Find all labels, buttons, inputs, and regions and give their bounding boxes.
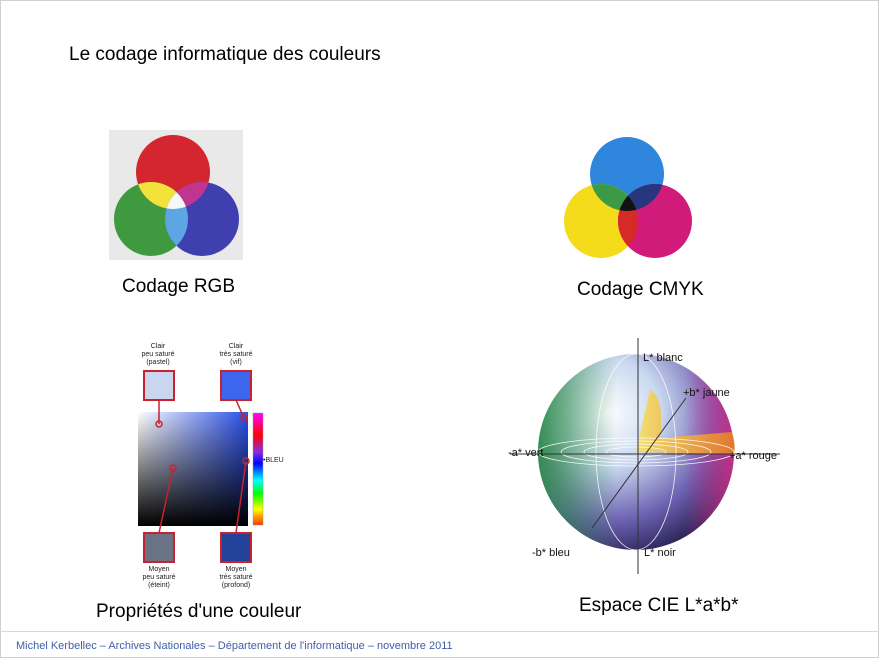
deep-swatch [220, 532, 252, 563]
b-axis [591, 397, 687, 529]
svg-text:(vif): (vif) [230, 359, 242, 366]
cut-wedge [636, 390, 735, 454]
pastel-swatch [143, 370, 175, 401]
slide-title: Le codage informatique des couleurs [69, 44, 381, 65]
footer-text: Michel Kerbellec – Archives Nationales –… [16, 640, 453, 652]
cmyk-venn-diagram [564, 137, 692, 258]
rgb-venn-diagram [109, 130, 243, 260]
bottom-right-label: Moyen très saturé (profond) [219, 566, 252, 589]
footer-divider [0, 631, 879, 632]
svg-text:très saturé: très saturé [219, 351, 252, 358]
label-a-red: +a* rouge [729, 450, 777, 462]
label-l-black: L* noir [644, 547, 676, 559]
cie-lab-sphere-diagram: L* blanc +b* jaune -a* vert +a* rouge -b… [508, 338, 780, 574]
dull-swatch [143, 532, 175, 563]
cmyk-caption: Codage CMYK [577, 279, 704, 300]
svg-text:Moyen: Moyen [148, 566, 169, 573]
rgb-caption: Codage RGB [122, 276, 236, 297]
label-l-white: L* blanc [643, 352, 683, 364]
bottom-left-label: Moyen peu saturé (éteint) [142, 566, 175, 589]
svg-text:(éteint): (éteint) [148, 582, 170, 589]
cie-caption: Espace CIE L*a*b* [579, 595, 739, 616]
label-b-blue: -b* bleu [532, 547, 570, 559]
svg-text:peu saturé: peu saturé [141, 351, 174, 358]
svg-text:peu saturé: peu saturé [142, 574, 175, 581]
svg-text:Moyen: Moyen [225, 566, 246, 573]
vivid-swatch [220, 370, 252, 401]
svg-text:(pastel): (pastel) [146, 359, 169, 366]
color-properties-diagram: Clair peu saturé (pastel) Clair très sat… [138, 343, 284, 589]
svg-text:Clair: Clair [229, 343, 244, 350]
svg-text:(profond): (profond) [222, 582, 250, 589]
hue-label: •BLEU [263, 457, 284, 464]
svg-text:très saturé: très saturé [219, 574, 252, 581]
label-a-green: -a* vert [508, 447, 543, 459]
properties-caption: Propriétés d'une couleur [96, 601, 302, 622]
svg-text:Clair: Clair [151, 343, 166, 350]
hue-strip [252, 412, 264, 526]
top-left-label: Clair peu saturé (pastel) [141, 343, 174, 366]
top-right-label: Clair très saturé (vif) [219, 343, 252, 366]
label-b-yellow: +b* jaune [683, 387, 730, 399]
